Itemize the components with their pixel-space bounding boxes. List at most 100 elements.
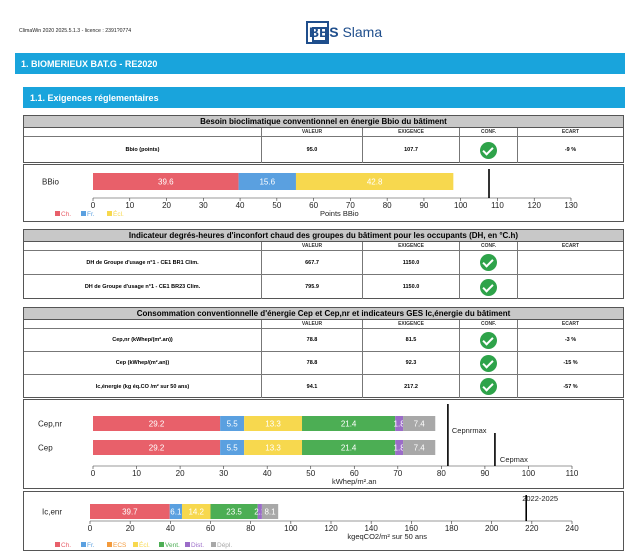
bar-segment-vent [302, 440, 396, 455]
x-axis-label: kWhep/m².an [332, 477, 377, 486]
section-band-requirements: 1.1. Exigences réglementaires [23, 87, 625, 108]
x-tick-label: 40 [166, 524, 175, 533]
row-exigence: 217.2 [363, 375, 460, 398]
section-band-building: 1. BIOMERIEUX BAT.G - RE2020 [15, 53, 625, 74]
row-exigence: 81.5 [363, 329, 460, 352]
data-label: 39.6 [158, 178, 174, 187]
bar-segment-fr [220, 416, 245, 431]
col-exigence: EXIGENCE [363, 242, 460, 251]
bbio-title: Besoin bioclimatique conventionnel en én… [24, 116, 623, 128]
legend-label: Fr. [87, 211, 95, 218]
x-tick-label: 30 [199, 201, 208, 210]
x-tick-label: 90 [419, 201, 428, 210]
legend-swatch [211, 542, 216, 547]
category-label: Cep [38, 444, 53, 453]
x-tick-label: 80 [437, 469, 446, 478]
bar-segment-fr [220, 440, 245, 455]
row-label: Bbio (points) [24, 137, 262, 163]
conformity-check-icon [480, 278, 497, 296]
table-row: Ic,énergie (kg éq.CO /m² sur 50 ans) 94.… [24, 375, 623, 398]
data-label: 15.6 [259, 178, 275, 187]
bbio-table: Besoin bioclimatique conventionnel en én… [23, 115, 624, 163]
bbio-chart-frame: 0 10 20 30 40 50 60 70 80 90 100 110 120 130 Points BB… [23, 164, 624, 222]
data-label: 13.3 [265, 444, 281, 453]
bar-segment-cl [244, 416, 303, 431]
legend-label: Dist. [191, 542, 204, 549]
x-tick-label: 240 [565, 524, 579, 533]
row-ecart: -9 % [564, 147, 577, 153]
x-tick-label: 0 [91, 201, 96, 210]
x-tick-label: 60 [309, 201, 318, 210]
x-tick-label: 110 [566, 469, 579, 478]
category-label: Ic,enr [42, 508, 62, 517]
x-tick-label: 0 [91, 469, 96, 478]
col-conf: CONF. [460, 128, 518, 137]
legend-label: Ch. [61, 542, 71, 549]
bar-segment-d-pl [261, 504, 279, 519]
row-valeur: 78.8 [262, 329, 363, 352]
legend-swatch [107, 542, 112, 547]
row-ecart: -57 % [563, 383, 578, 390]
data-label: 6.1 [170, 508, 182, 517]
data-label: 5.5 [227, 420, 239, 429]
bar-segment-ch [93, 173, 239, 190]
x-tick-label: 60 [350, 469, 359, 478]
data-label: 13.3 [265, 420, 281, 429]
cep-chart-frame: 0 10 20 30 40 50 60 70 80 90 100 110 kWhep/m².an Cep,… [23, 399, 624, 489]
col-valeur: VALEUR [262, 320, 363, 329]
data-label: 42.8 [367, 178, 383, 187]
row-label: Cep (kWhep/(m².an)) [24, 352, 262, 375]
col-ecart: ECART [518, 242, 623, 251]
bar-segment-cl [295, 173, 454, 190]
bar-segment-d-pl [403, 440, 436, 455]
row-ecart [518, 251, 623, 275]
col-conf: CONF. [460, 242, 518, 251]
col-ecart: ECART [518, 320, 623, 329]
x-tick-label: 20 [126, 524, 135, 533]
bar-segment-cl [181, 504, 211, 519]
bar-segment-vent [210, 504, 258, 519]
bar-segment-dist [395, 440, 404, 455]
dh-table: Indicateur degrés-heures d'inconfort cha… [23, 229, 624, 299]
legend-label: Écl. [113, 209, 124, 218]
legend-label: Vent. [165, 542, 180, 549]
cep-chart: 0 10 20 30 40 50 60 70 80 90 100 110 kWhep/m².an Cep,… [38, 404, 579, 486]
software-license-text: ClimaWin 2020 2025.5.1.3 - licence : 239… [19, 28, 132, 34]
legend-swatch [55, 542, 60, 547]
data-label: 5.5 [227, 444, 239, 453]
x-tick-label: 50 [306, 469, 315, 478]
row-label: DH de Groupe d'usage n°1 - CE1 BR23 Clim… [24, 275, 262, 299]
x-tick-label: 50 [272, 201, 281, 210]
x-tick-label: 100 [522, 469, 536, 478]
conformity-check-icon [480, 354, 497, 372]
col-conf: CONF. [460, 320, 518, 329]
bar-segment-cl [244, 440, 303, 455]
data-label: 14.2 [188, 508, 204, 517]
legend-label: Dépl. [217, 542, 232, 549]
bar-segment-vent [302, 416, 396, 431]
legend-label: ECS [113, 542, 127, 549]
data-label: 7.4 [414, 420, 426, 429]
x-tick-label: 40 [236, 201, 245, 210]
x-tick-label: 100 [284, 524, 298, 533]
dh-title: Indicateur degrés-heures d'inconfort cha… [24, 230, 623, 242]
bar-segment-ch [93, 440, 221, 455]
legend-swatch [185, 542, 190, 547]
x-tick-label: 100 [454, 201, 468, 210]
threshold-label: Cepmax [500, 455, 528, 464]
x-tick-label: 10 [125, 201, 134, 210]
x-tick-label: 60 [206, 524, 215, 533]
data-label: 1.8 [394, 420, 406, 429]
x-tick-label: 0 [88, 524, 93, 533]
row-exigence: 107.7 [363, 137, 460, 163]
ic-chart-frame: 0 20 40 60 80 100 120 140 160 180 200 220 240 kgeqCO2… [23, 491, 624, 551]
bar-segment-dist [395, 416, 404, 431]
bar-segment-ch [93, 416, 221, 431]
col-valeur: VALEUR [262, 128, 363, 137]
row-label: Ic,énergie (kg éq.CO /m² sur 50 ans) [24, 375, 262, 398]
bar-segment-ch [90, 504, 170, 519]
data-label: 2.1 [254, 508, 266, 517]
threshold-label: Cepnrmax [452, 426, 487, 435]
x-tick-label: 120 [324, 524, 338, 533]
x-axis-label: Points BBio [320, 209, 359, 218]
